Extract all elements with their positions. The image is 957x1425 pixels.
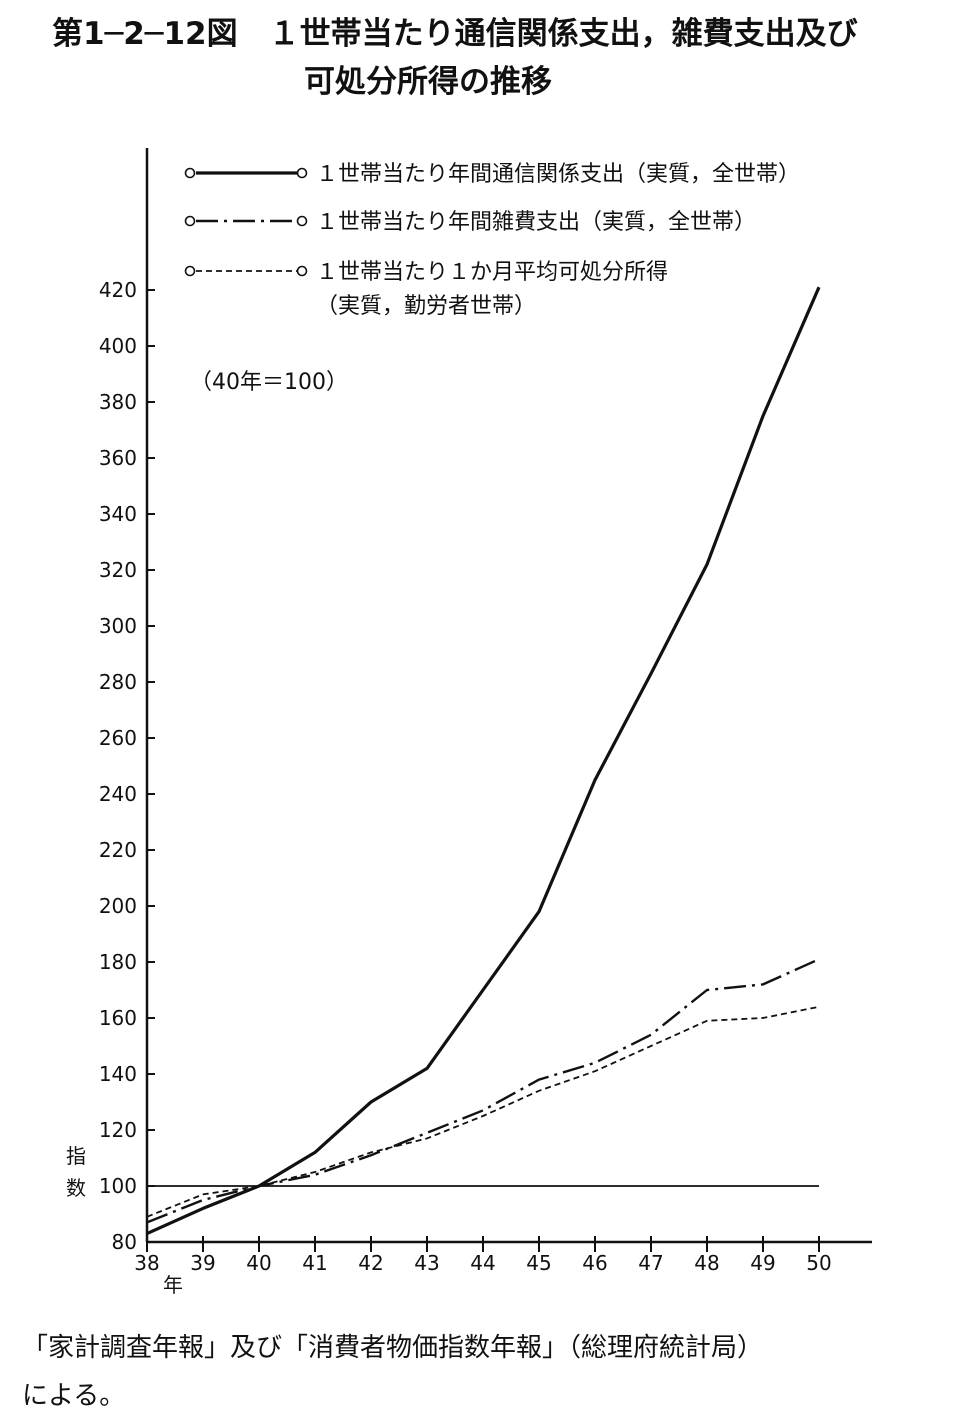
y-tick-label: 420	[99, 278, 137, 302]
legend-label-3: １世帯当たり１か月平均可処分所得	[316, 260, 668, 285]
x-tick-label: 47	[638, 1251, 663, 1275]
y-tick-label: 380	[99, 390, 137, 414]
y-tick-label: 220	[99, 838, 137, 862]
chart-legend: １世帯当たり年間通信関係支出（実質，全世帯） １世帯当たり年間雑費支出（実質，全世…	[184, 162, 800, 319]
y-tick-label: 300	[99, 614, 137, 638]
legend-marker-end	[296, 265, 308, 277]
series-line-3	[146, 1005, 820, 1218]
x-tick-label: 46	[582, 1251, 607, 1275]
y-tick-label: 140	[99, 1062, 137, 1086]
y-tick-label: 80	[112, 1230, 137, 1254]
legend-label-1: １世帯当たり年間通信関係支出（実質，全世帯）	[316, 162, 800, 187]
y-tick-label: 320	[99, 558, 137, 582]
source-note-line2: による。	[22, 1381, 126, 1411]
line-chart: 80 100 120 140 160 180 200 220 240 260 280 300 320 34…	[66, 148, 872, 1297]
y-tick-label: 180	[99, 950, 137, 974]
chart-series	[146, 286, 821, 1236]
legend-marker-start	[184, 215, 196, 227]
y-tick-label: 280	[99, 670, 137, 694]
x-tick-label: 40	[246, 1251, 271, 1275]
chart-ticks: 80 100 120 140 160 180 200 220 240 260 280 300 320 34…	[99, 278, 832, 1275]
y-tick-label: 360	[99, 446, 137, 470]
legend-marker-end	[296, 167, 308, 179]
x-tick-label: 48	[694, 1251, 719, 1275]
series-line-2	[146, 958, 820, 1224]
x-tick-label: 43	[414, 1251, 439, 1275]
x-tick-label: 49	[750, 1251, 775, 1275]
y-tick-label: 260	[99, 726, 137, 750]
x-tick-label: 44	[470, 1251, 495, 1275]
y-tick-label: 340	[99, 502, 137, 526]
x-tick-label: 39	[190, 1251, 215, 1275]
source-note-line1: 「家計調査年報」及び「消費者物価指数年報」（総理府統計局）	[22, 1333, 764, 1363]
y-tick-label: 160	[99, 1006, 137, 1030]
chart-title-line2: 可処分所得の推移	[304, 64, 552, 100]
chart-title-line1: 第1─2─12図 １世帯当たり通信関係支出，雑費支出及び	[52, 16, 858, 52]
x-tick-label: 45	[526, 1251, 551, 1275]
x-tick-label: 42	[358, 1251, 383, 1275]
x-tick-label: 38	[134, 1251, 159, 1275]
series-line-1	[146, 286, 821, 1236]
index-base-note: （40年＝100）	[190, 370, 348, 395]
x-tick-label: 41	[302, 1251, 327, 1275]
x-tick-label: 50	[806, 1251, 831, 1275]
legend-marker-start	[184, 167, 196, 179]
y-tick-label: 400	[99, 334, 137, 358]
legend-label-3-line2: （実質，勤労者世帯）	[316, 294, 536, 319]
y-tick-label: 200	[99, 894, 137, 918]
y-tick-label: 120	[99, 1118, 137, 1142]
x-axis-label: 年	[163, 1273, 183, 1297]
y-tick-label: 240	[99, 782, 137, 806]
y-axis-label-char-2: 数	[66, 1176, 86, 1200]
y-tick-label: 100	[99, 1174, 137, 1198]
y-axis-label-char-1: 指	[66, 1144, 86, 1168]
legend-marker-start	[184, 265, 196, 277]
legend-label-2: １世帯当たり年間雑費支出（実質，全世帯）	[316, 210, 756, 235]
legend-marker-end	[296, 215, 308, 227]
